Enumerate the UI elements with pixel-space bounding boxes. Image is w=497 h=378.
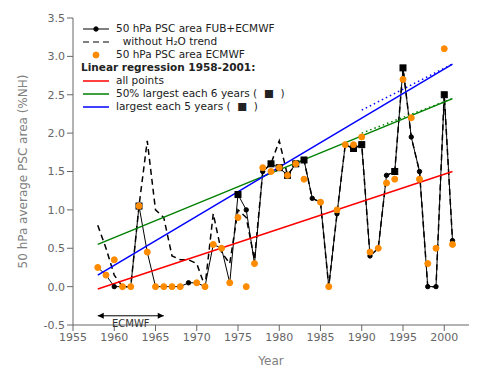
html-text:largest each 5 years ( ■ ): largest each 5 years ( ■ ) [116,100,258,112]
html-text:without H₂O trend: without H₂O trend [116,35,218,47]
html-text:50 hPa PSC area FUB+ECMWF: 50 hPa PSC area FUB+ECMWF [116,22,275,34]
svg-text:1955: 1955 [59,331,87,344]
svg-text:50 hPa average PSC area (%NH): 50 hPa average PSC area (%NH) [16,75,30,269]
svg-text:ECMWF: ECMWF [112,318,150,329]
svg-text:1985: 1985 [307,331,335,344]
svg-text:2.5: 2.5 [48,89,66,102]
svg-text:Year: Year [257,354,283,368]
svg-text:3.5: 3.5 [48,12,66,25]
svg-text:3.0: 3.0 [48,50,66,63]
svg-text:2000: 2000 [430,331,458,344]
svg-text:2.0: 2.0 [48,127,66,140]
svg-text:1980: 1980 [265,331,293,344]
svg-text:1970: 1970 [183,331,211,344]
html-text:Linear regression 1958-2001:: Linear regression 1958-2001: [81,61,256,73]
svg-text:0.0: 0.0 [48,281,66,294]
svg-text:1995: 1995 [389,331,417,344]
svg-text:-0.5: -0.5 [44,319,65,332]
svg-text:1960: 1960 [100,331,128,344]
svg-text:0.5: 0.5 [48,242,66,255]
html-text:50 hPa PSC area ECMWF: 50 hPa PSC area ECMWF [116,48,245,60]
svg-text:1.5: 1.5 [48,165,66,178]
svg-text:1975: 1975 [224,331,252,344]
svg-text:1990: 1990 [348,331,376,344]
svg-text:1965: 1965 [142,331,170,344]
svg-text:1.0: 1.0 [48,204,66,217]
html-text:all points: all points [116,74,164,86]
html-text:50% largest each 6 years ( ■ ): 50% largest each 6 years ( ■ ) [116,87,285,99]
